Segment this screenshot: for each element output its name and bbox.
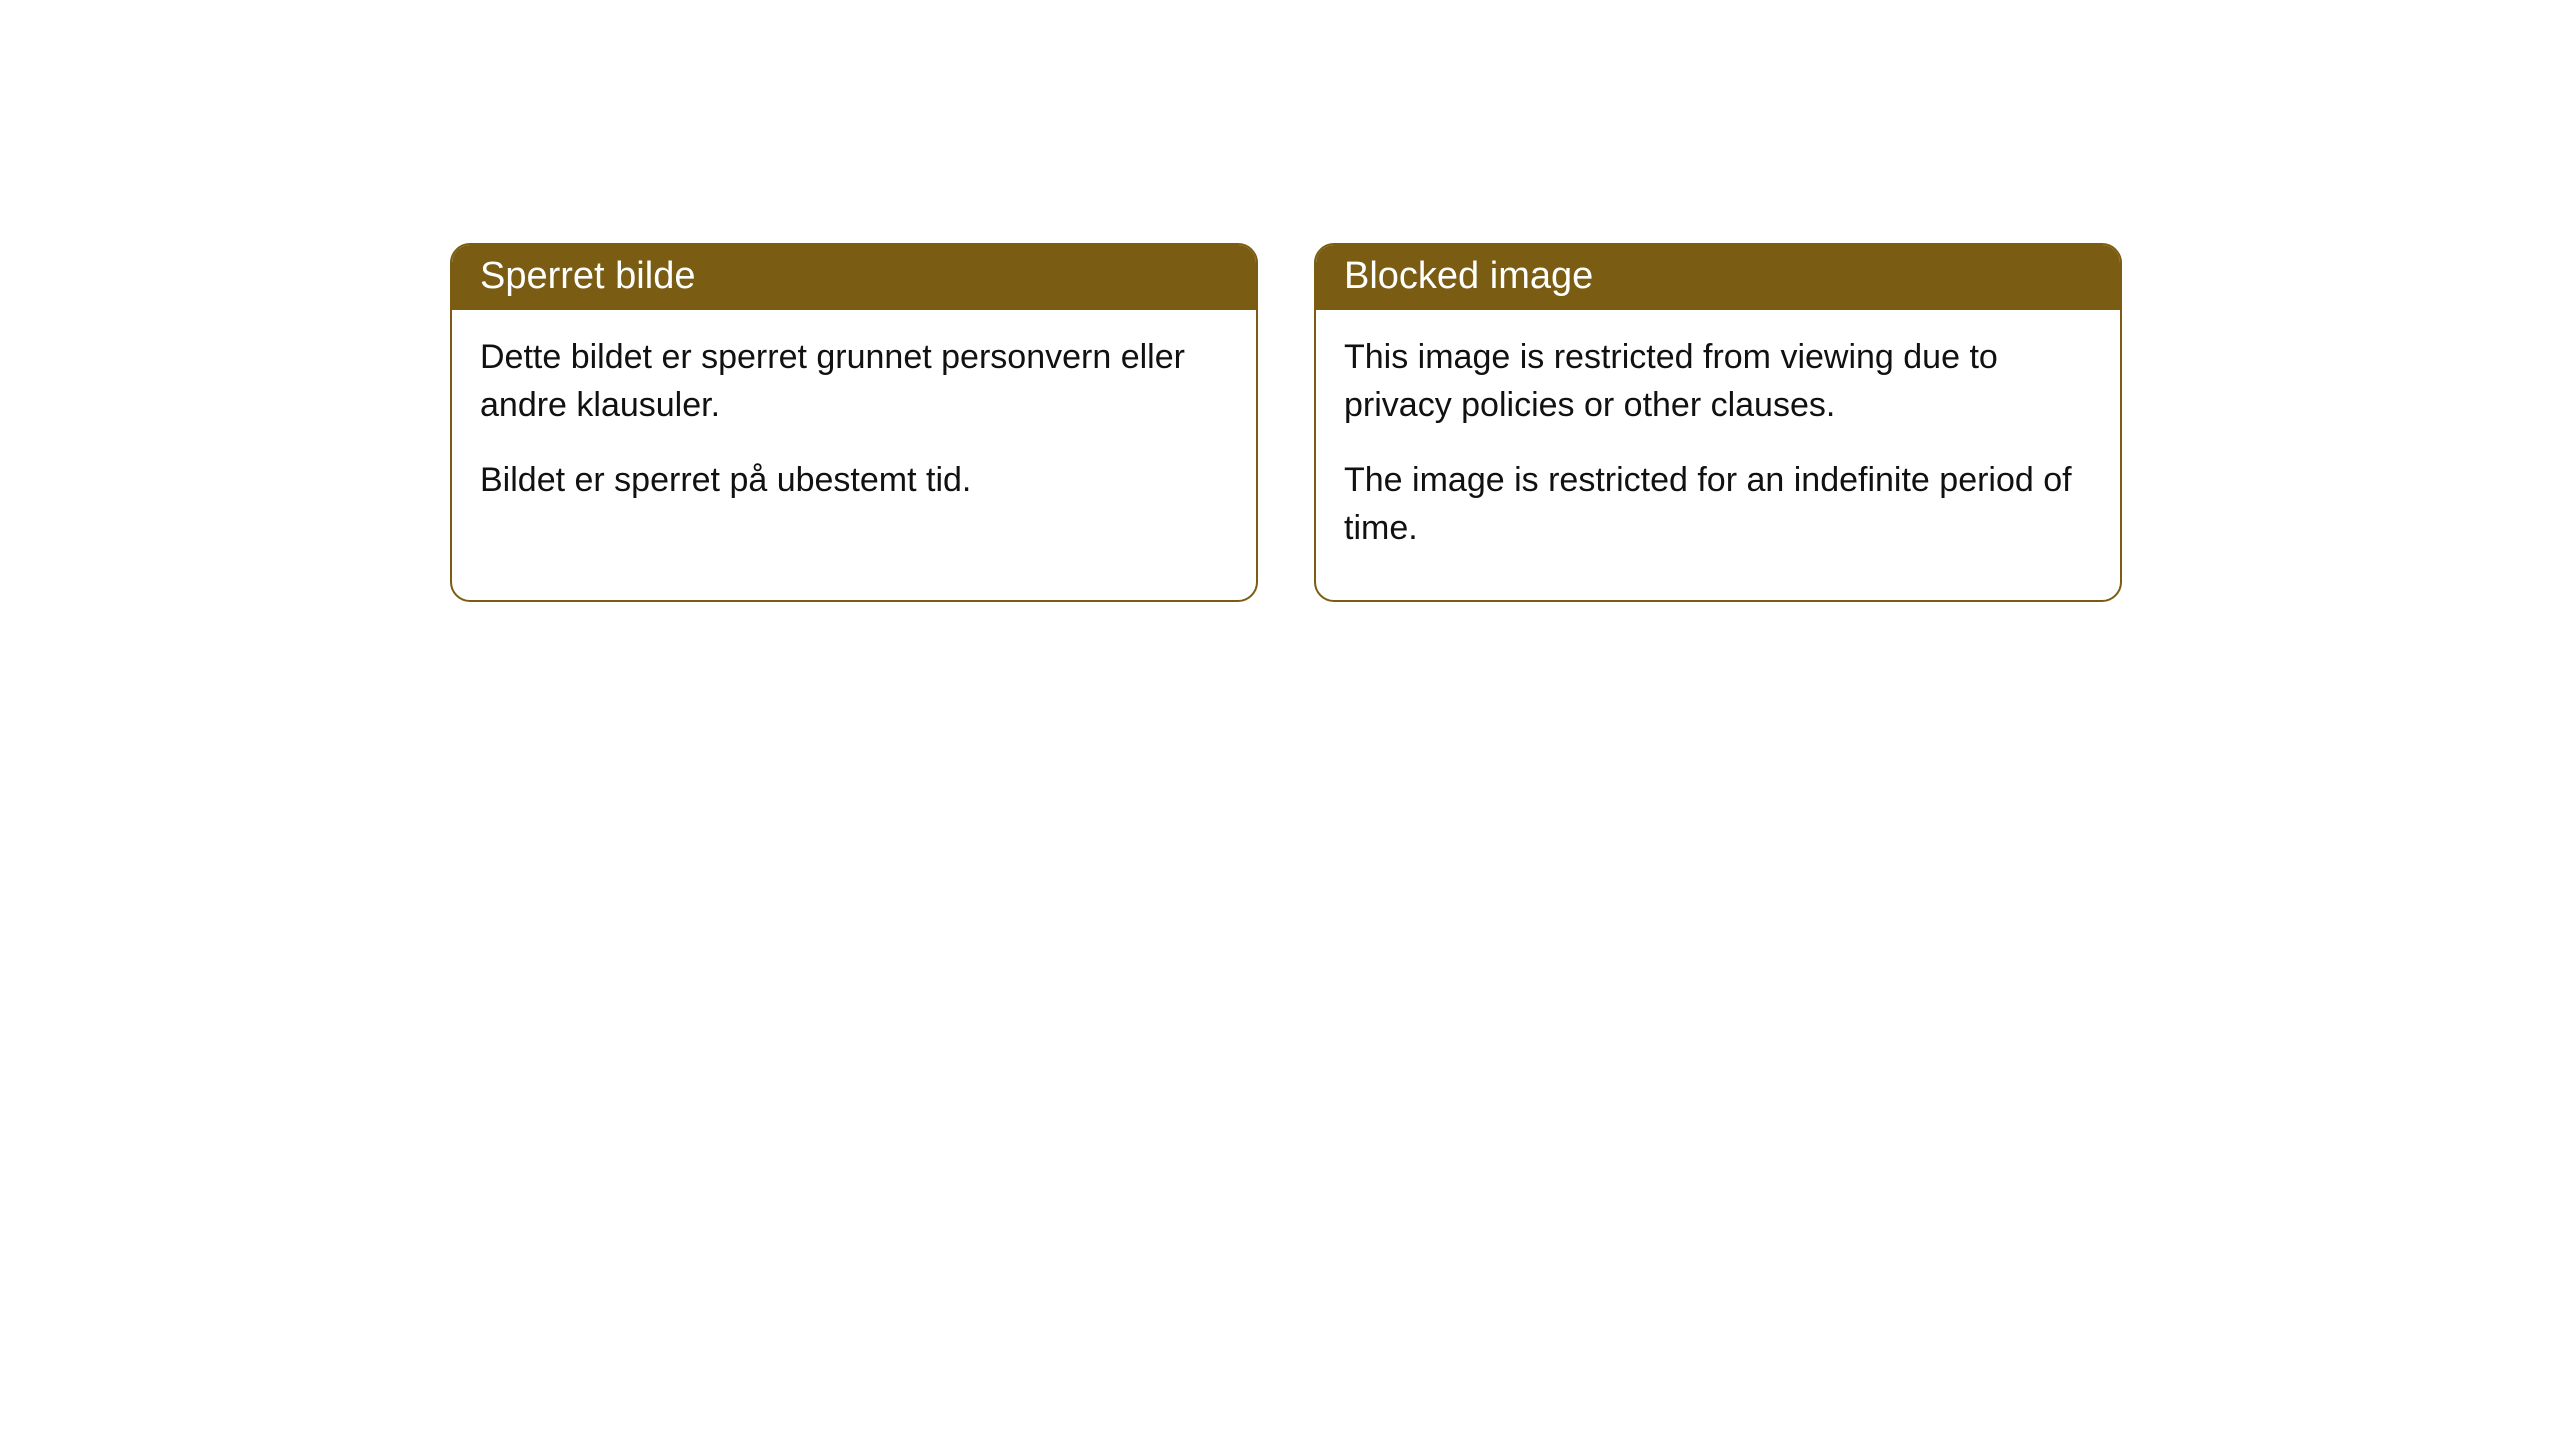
notice-paragraph: This image is restricted from viewing du… xyxy=(1344,334,2092,429)
notice-paragraph: Bildet er sperret på ubestemt tid. xyxy=(480,457,1228,505)
notice-paragraph: The image is restricted for an indefinit… xyxy=(1344,457,2092,552)
notice-container: Sperret bilde Dette bildet er sperret gr… xyxy=(450,243,2122,602)
notice-body-english: This image is restricted from viewing du… xyxy=(1316,310,2120,600)
notice-paragraph: Dette bildet er sperret grunnet personve… xyxy=(480,334,1228,429)
notice-card-english: Blocked image This image is restricted f… xyxy=(1314,243,2122,602)
notice-header-norwegian: Sperret bilde xyxy=(452,245,1256,310)
notice-body-norwegian: Dette bildet er sperret grunnet personve… xyxy=(452,310,1256,553)
notice-header-english: Blocked image xyxy=(1316,245,2120,310)
notice-card-norwegian: Sperret bilde Dette bildet er sperret gr… xyxy=(450,243,1258,602)
